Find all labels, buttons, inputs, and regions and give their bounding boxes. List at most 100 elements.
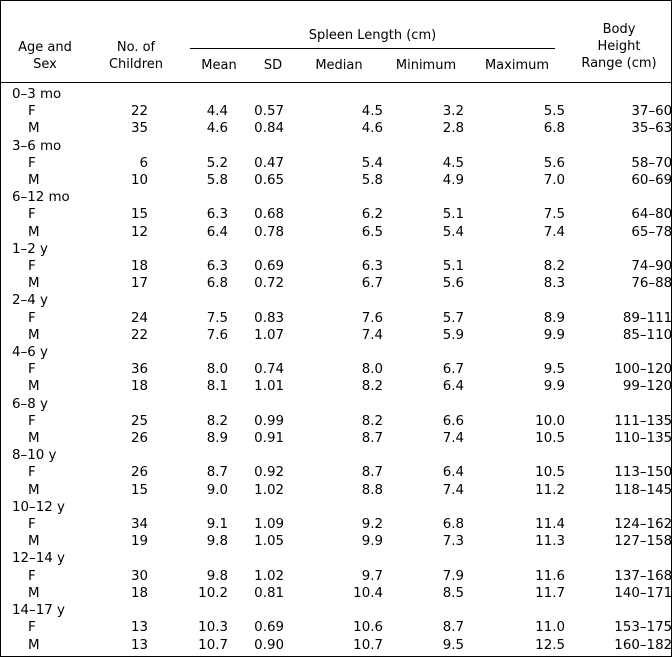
sex-cell: F <box>28 465 36 481</box>
table-row: F 36 8.0 0.74 8.0 6.7 9.5 100–120 <box>0 361 672 378</box>
sex-cell: F <box>28 155 36 171</box>
age-group-row: 4–6 y <box>0 344 672 361</box>
n-cell: 19 <box>130 534 148 550</box>
header-bottom-rule <box>0 82 672 83</box>
height-cell: 85–110 <box>622 327 672 343</box>
sd-cell: 1.09 <box>254 517 284 533</box>
max-cell: 10.0 <box>535 413 565 429</box>
table-row: M 19 9.8 1.05 9.9 7.3 11.3 127–158 <box>0 533 672 550</box>
median-cell: 9.7 <box>361 568 383 584</box>
height-cell: 65–78 <box>631 224 672 240</box>
sex-cell: F <box>28 259 36 275</box>
max-cell: 8.3 <box>543 276 565 292</box>
max-cell: 10.5 <box>535 465 565 481</box>
min-cell: 6.8 <box>442 517 464 533</box>
n-cell: 12 <box>130 224 148 240</box>
median-cell: 7.6 <box>361 310 383 326</box>
sd-cell: 0.99 <box>254 413 284 429</box>
median-cell: 8.0 <box>361 362 383 378</box>
table-row: F 18 6.3 0.69 6.3 5.1 8.2 74–90 <box>0 258 672 275</box>
table-row: M 22 7.6 1.07 7.4 5.9 9.9 85–110 <box>0 327 672 344</box>
header-minimum: Minimum <box>395 58 457 73</box>
sex-cell: F <box>28 620 36 636</box>
n-cell: 35 <box>130 121 148 137</box>
sex-cell: M <box>28 224 40 240</box>
mean-cell: 5.2 <box>206 155 228 171</box>
sd-cell: 0.57 <box>254 104 284 120</box>
max-cell: 10.5 <box>535 431 565 447</box>
min-cell: 8.5 <box>442 585 464 601</box>
sd-cell: 0.92 <box>254 465 284 481</box>
mean-cell: 7.6 <box>206 327 228 343</box>
mean-cell: 6.4 <box>206 224 228 240</box>
median-cell: 9.2 <box>361 517 383 533</box>
mean-cell: 4.4 <box>206 104 228 120</box>
sd-cell: 0.69 <box>254 259 284 275</box>
min-cell: 7.9 <box>442 568 464 584</box>
min-cell: 5.7 <box>442 310 464 326</box>
median-cell: 5.4 <box>361 155 383 171</box>
min-cell: 6.7 <box>442 362 464 378</box>
age-group-row: 14–17 y <box>0 602 672 619</box>
median-cell: 8.7 <box>361 465 383 481</box>
mean-cell: 8.7 <box>206 465 228 481</box>
sex-cell: F <box>28 310 36 326</box>
median-cell: 6.2 <box>361 207 383 223</box>
sex-cell: M <box>28 637 40 653</box>
max-cell: 9.5 <box>543 362 565 378</box>
max-cell: 5.5 <box>543 104 565 120</box>
table-row: F 34 9.1 1.09 9.2 6.8 11.4 124–162 <box>0 516 672 533</box>
sex-cell: M <box>28 431 40 447</box>
height-cell: 153–175 <box>614 620 672 636</box>
mean-cell: 10.2 <box>198 585 228 601</box>
min-cell: 2.8 <box>442 121 464 137</box>
n-cell: 24 <box>130 310 148 326</box>
mean-cell: 4.6 <box>206 121 228 137</box>
max-cell: 7.5 <box>543 207 565 223</box>
max-cell: 9.9 <box>543 379 565 395</box>
table-row: F 25 8.2 0.99 8.2 6.6 10.0 111–135 <box>0 413 672 430</box>
height-cell: 99–120 <box>622 379 672 395</box>
median-cell: 10.6 <box>353 620 383 636</box>
age-group-label: 2–4 y <box>12 293 48 309</box>
table-row: M 17 6.8 0.72 6.7 5.6 8.3 76–88 <box>0 275 672 292</box>
sd-cell: 1.02 <box>254 482 284 498</box>
height-cell: 60–69 <box>631 173 672 189</box>
spleen-table: 0–3 mo F 22 4.4 0.57 4.5 3.2 5.5 37–60 M 35 4.6 0.84… <box>0 86 672 654</box>
median-cell: 6.5 <box>361 224 383 240</box>
min-cell: 5.9 <box>442 327 464 343</box>
mean-cell: 9.0 <box>206 482 228 498</box>
table-row: M 12 6.4 0.78 6.5 5.4 7.4 65–78 <box>0 224 672 241</box>
min-cell: 7.4 <box>442 482 464 498</box>
age-group-label: 14–17 y <box>12 603 65 619</box>
n-cell: 10 <box>130 173 148 189</box>
median-cell: 8.7 <box>361 431 383 447</box>
height-cell: 137–168 <box>614 568 672 584</box>
age-group-label: 6–8 y <box>12 396 48 412</box>
n-cell: 22 <box>130 104 148 120</box>
sex-cell: F <box>28 568 36 584</box>
mean-cell: 8.2 <box>206 413 228 429</box>
height-cell: 58–70 <box>631 155 672 171</box>
table-row: M 35 4.6 0.84 4.6 2.8 6.8 35–63 <box>0 120 672 137</box>
max-cell: 11.7 <box>535 585 565 601</box>
sd-cell: 1.07 <box>254 327 284 343</box>
header-median: Median <box>315 58 363 73</box>
table-row: F 6 5.2 0.47 5.4 4.5 5.6 58–70 <box>0 155 672 172</box>
table-row: F 30 9.8 1.02 9.7 7.9 11.6 137–168 <box>0 568 672 585</box>
median-cell: 7.4 <box>361 327 383 343</box>
n-cell: 34 <box>130 517 148 533</box>
sex-cell: F <box>28 517 36 533</box>
spleen-header-rule <box>190 48 555 49</box>
n-cell: 18 <box>130 379 148 395</box>
table-row: F 24 7.5 0.83 7.6 5.7 8.9 89–111 <box>0 310 672 327</box>
max-cell: 5.6 <box>543 155 565 171</box>
mean-cell: 8.1 <box>206 379 228 395</box>
min-cell: 9.5 <box>442 637 464 653</box>
mean-cell: 10.7 <box>198 637 228 653</box>
sex-cell: M <box>28 327 40 343</box>
median-cell: 10.7 <box>353 637 383 653</box>
max-cell: 12.5 <box>535 637 565 653</box>
height-cell: 100–120 <box>614 362 672 378</box>
age-group-row: 6–12 mo <box>0 189 672 206</box>
